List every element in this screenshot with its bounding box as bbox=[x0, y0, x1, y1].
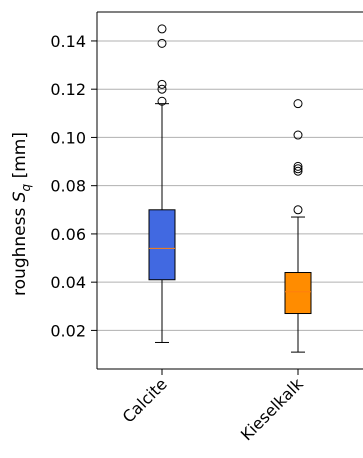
y-tick-label: 0.14 bbox=[50, 32, 86, 51]
box-series bbox=[148, 24, 312, 353]
outlier-point bbox=[293, 99, 303, 109]
y-tick-label: 0.12 bbox=[50, 80, 86, 99]
outlier-point bbox=[293, 130, 303, 140]
y-tick-label: 0.10 bbox=[50, 128, 86, 147]
outlier-point bbox=[293, 164, 303, 174]
outlier-point bbox=[157, 84, 167, 94]
y-tick-label: 0.06 bbox=[50, 225, 86, 244]
y-axis-ticks: 0.02 0.04 0.06 0.08 0.10 0.12 0.14 bbox=[50, 32, 97, 340]
x-tick-label: Calcite bbox=[119, 374, 171, 426]
x-axis-ticks: Calcite Kieselkalk bbox=[119, 369, 307, 444]
iqr-box bbox=[284, 272, 312, 315]
iqr-box bbox=[148, 209, 176, 281]
box-kieselkalk bbox=[284, 99, 312, 353]
outlier-point bbox=[293, 161, 303, 171]
y-tick-label: 0.08 bbox=[50, 177, 86, 196]
grid-lines bbox=[97, 40, 363, 331]
box-calcite bbox=[148, 24, 176, 343]
y-tick-label: 0.04 bbox=[50, 273, 86, 292]
outlier-point bbox=[157, 38, 167, 48]
y-axis-label: roughness Sq [mm] bbox=[10, 132, 33, 296]
outlier-point bbox=[157, 79, 167, 89]
outlier-point bbox=[157, 24, 167, 34]
outlier-point bbox=[293, 205, 303, 215]
outlier-point bbox=[293, 166, 303, 176]
axes bbox=[96, 11, 363, 370]
x-tick-label: Kieselkalk bbox=[237, 374, 307, 444]
y-tick-label: 0.02 bbox=[50, 321, 86, 340]
outlier-point bbox=[157, 96, 167, 106]
